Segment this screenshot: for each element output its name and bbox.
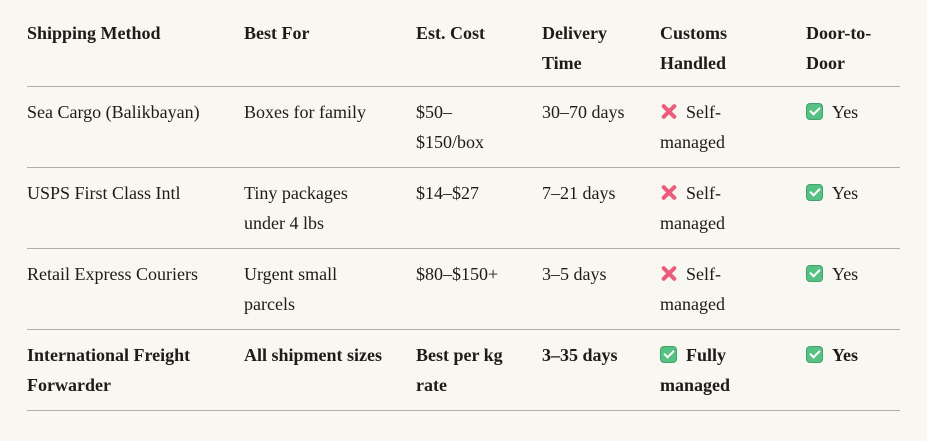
col-header-customs-handled: Customs Handled xyxy=(660,0,806,87)
table-row: Sea Cargo (Balikbayan) Boxes for family … xyxy=(27,86,900,168)
check-icon xyxy=(806,184,823,201)
shipping-comparison-section: Shipping Method Best For Est. Cost Deliv… xyxy=(27,0,900,411)
cell-delivery: 30–70 days xyxy=(542,86,660,168)
customs-status-label: Self-managed xyxy=(660,102,725,152)
check-icon xyxy=(806,346,823,363)
cell-customs: Self-managed xyxy=(660,167,806,249)
cell-est-cost: $14–$27 xyxy=(416,167,542,249)
cell-method: USPS First Class Intl xyxy=(27,167,244,249)
cell-best-for: Boxes for family xyxy=(244,86,416,168)
x-icon xyxy=(660,184,677,201)
cell-delivery: 3–5 days xyxy=(542,248,660,330)
cell-best-for: All shipment sizes xyxy=(244,329,416,411)
cell-customs: Self-managed xyxy=(660,86,806,168)
cell-delivery: 3–35 days xyxy=(542,329,660,411)
table-row: Retail Express Couriers Urgent small par… xyxy=(27,248,900,330)
cell-est-cost: Best per kg rate xyxy=(416,329,542,411)
x-icon xyxy=(660,265,677,282)
cell-door: Yes xyxy=(806,248,900,330)
cell-method: Retail Express Couriers xyxy=(27,248,244,330)
door-status-label: Yes xyxy=(832,183,859,203)
cell-customs: Fully managed xyxy=(660,329,806,411)
table-row: USPS First Class Intl Tiny packages unde… xyxy=(27,167,900,249)
cell-door: Yes xyxy=(806,86,900,168)
col-header-best-for: Best For xyxy=(244,0,416,87)
cell-method: Sea Cargo (Balikbayan) xyxy=(27,86,244,168)
door-status-label: Yes xyxy=(832,345,858,365)
customs-status-label: Self-managed xyxy=(660,264,725,314)
table-body: Sea Cargo (Balikbayan) Boxes for family … xyxy=(27,86,900,411)
cell-est-cost: $80–$150+ xyxy=(416,248,542,330)
table-header: Shipping Method Best For Est. Cost Deliv… xyxy=(27,0,900,87)
col-header-shipping-method: Shipping Method xyxy=(27,0,244,87)
door-status-label: Yes xyxy=(832,102,859,122)
check-icon xyxy=(806,103,823,120)
cell-best-for: Urgent small parcels xyxy=(244,248,416,330)
check-icon xyxy=(660,346,677,363)
col-header-est-cost: Est. Cost xyxy=(416,0,542,87)
col-header-door-to-door: Door-to-Door xyxy=(806,0,900,87)
shipping-comparison-table: Shipping Method Best For Est. Cost Deliv… xyxy=(27,0,900,411)
cell-delivery: 7–21 days xyxy=(542,167,660,249)
header-row: Shipping Method Best For Est. Cost Deliv… xyxy=(27,0,900,87)
cell-door: Yes xyxy=(806,329,900,411)
x-icon xyxy=(660,103,677,120)
cell-est-cost: $50–$150/box xyxy=(416,86,542,168)
cell-door: Yes xyxy=(806,167,900,249)
door-status-label: Yes xyxy=(832,264,859,284)
customs-status-label: Fully managed xyxy=(660,345,731,395)
table-row-highlighted: International Freight Forwarder All ship… xyxy=(27,329,900,411)
cell-method: International Freight Forwarder xyxy=(27,329,244,411)
col-header-delivery-time: Delivery Time xyxy=(542,0,660,87)
cell-customs: Self-managed xyxy=(660,248,806,330)
cell-best-for: Tiny packages under 4 lbs xyxy=(244,167,416,249)
check-icon xyxy=(806,265,823,282)
customs-status-label: Self-managed xyxy=(660,183,725,233)
